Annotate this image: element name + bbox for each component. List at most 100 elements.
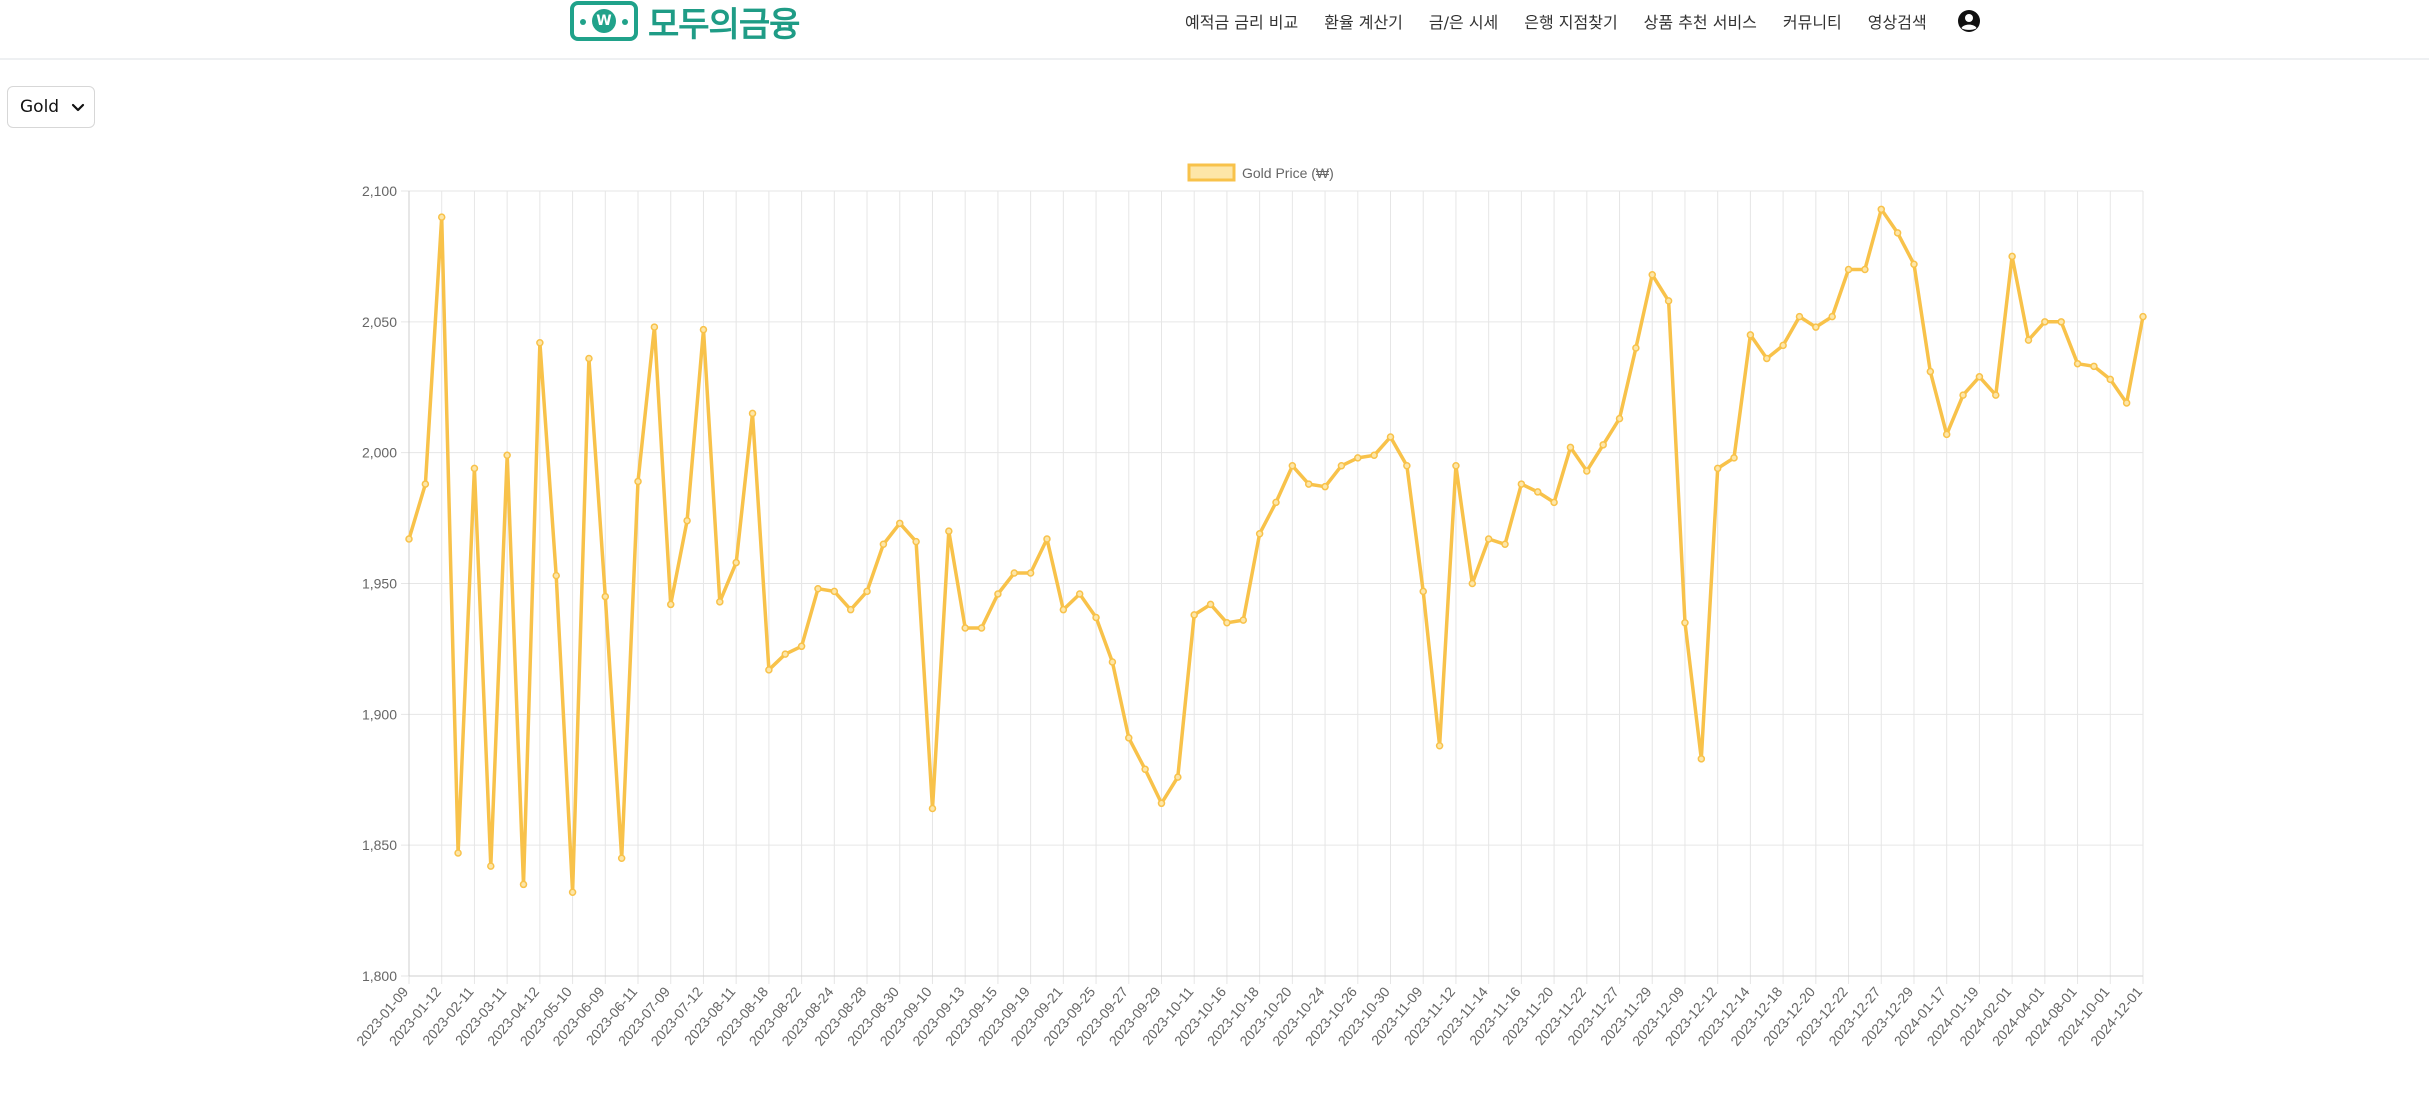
data-point bbox=[1174, 773, 1182, 781]
data-point bbox=[1517, 480, 1526, 488]
data-point bbox=[1419, 587, 1427, 596]
data-point bbox=[1713, 464, 1722, 473]
data-point bbox=[454, 849, 462, 857]
data-point bbox=[1583, 467, 1591, 475]
data-point bbox=[1959, 391, 1967, 399]
y-tick-label: 2,000 bbox=[362, 445, 397, 461]
data-point bbox=[405, 535, 413, 543]
data-point bbox=[1550, 498, 1558, 507]
nav-exchange-calculator[interactable]: 환율 계산기 bbox=[1324, 13, 1403, 32]
y-tick-label: 2,050 bbox=[362, 314, 397, 330]
data-point bbox=[536, 339, 544, 347]
data-point bbox=[1484, 535, 1493, 543]
data-point bbox=[1304, 480, 1313, 488]
metal-select-value: Gold bbox=[20, 97, 60, 117]
data-point bbox=[1844, 265, 1853, 274]
data-point bbox=[601, 592, 610, 601]
data-point bbox=[1043, 535, 1051, 543]
data-point bbox=[1288, 462, 1297, 470]
data-point bbox=[1533, 488, 1542, 496]
top-header: W 모두의금융 예적금 금리 비교 환율 계산기 금/은 시세 은행 지점찾기 … bbox=[0, 0, 2429, 60]
data-point bbox=[585, 354, 593, 363]
data-point bbox=[814, 584, 822, 593]
nav-gold-silver-prices[interactable]: 금/은 시세 bbox=[1428, 13, 1499, 32]
data-point bbox=[2057, 318, 2065, 326]
data-point bbox=[879, 540, 888, 548]
nav-deposit-rates[interactable]: 예적금 금리 비교 bbox=[1185, 13, 1299, 32]
data-point bbox=[1664, 297, 1673, 305]
data-point bbox=[716, 598, 724, 606]
data-point bbox=[1566, 443, 1575, 452]
data-point bbox=[2041, 318, 2049, 326]
data-point bbox=[1370, 451, 1378, 460]
data-point bbox=[2106, 375, 2115, 384]
data-point bbox=[1861, 265, 1869, 274]
data-point bbox=[1975, 373, 1984, 381]
data-point bbox=[487, 862, 495, 870]
nav-bank-branch-finder[interactable]: 은행 지점찾기 bbox=[1524, 13, 1618, 32]
data-point bbox=[732, 558, 740, 567]
y-tick-label: 1,850 bbox=[362, 837, 397, 853]
y-tick-label: 1,900 bbox=[362, 706, 397, 722]
data-point bbox=[1059, 605, 1068, 614]
y-tick-label: 2,100 bbox=[362, 183, 397, 199]
data-point bbox=[1010, 569, 1019, 577]
logo-badge-icon: W bbox=[570, 1, 638, 41]
logo-dot-right bbox=[622, 19, 628, 25]
data-point bbox=[1501, 540, 1509, 548]
data-point bbox=[683, 516, 691, 525]
data-point bbox=[1942, 430, 1951, 439]
metal-select[interactable]: Gold bbox=[7, 86, 95, 128]
data-point bbox=[1763, 354, 1771, 363]
data-point bbox=[1386, 433, 1395, 441]
data-point bbox=[2139, 312, 2147, 321]
data-point bbox=[912, 537, 920, 546]
data-point bbox=[421, 480, 430, 488]
data-point bbox=[1435, 741, 1444, 750]
data-point bbox=[896, 519, 904, 528]
data-point bbox=[2073, 359, 2082, 368]
data-point bbox=[1648, 270, 1656, 279]
main-nav: 예적금 금리 비교 환율 계산기 금/은 시세 은행 지점찾기 상품 추천 서비… bbox=[1185, 0, 1981, 42]
data-point bbox=[666, 600, 675, 609]
data-point bbox=[503, 451, 511, 460]
nav-product-recommendation[interactable]: 상품 추천 서비스 bbox=[1643, 13, 1757, 32]
nav-community[interactable]: 커뮤니티 bbox=[1782, 13, 1842, 32]
data-point bbox=[994, 590, 1002, 598]
data-point bbox=[1092, 613, 1100, 622]
logo-coin: W bbox=[592, 9, 616, 33]
data-point bbox=[1141, 765, 1149, 774]
data-point bbox=[1321, 482, 1329, 491]
data-point bbox=[797, 642, 806, 651]
data-point bbox=[1877, 205, 1886, 214]
data-point bbox=[781, 650, 789, 658]
legend-label: Gold Price (₩) bbox=[1242, 165, 1334, 181]
y-tick-label: 1,950 bbox=[362, 576, 397, 592]
data-point bbox=[1910, 260, 1918, 269]
data-point bbox=[1697, 755, 1706, 763]
data-point bbox=[2024, 336, 2033, 344]
data-point bbox=[765, 666, 773, 674]
data-point bbox=[1026, 569, 1035, 577]
data-point bbox=[1812, 323, 1820, 331]
data-point bbox=[2090, 362, 2098, 371]
data-point bbox=[1272, 498, 1280, 507]
logo-dot-left bbox=[580, 19, 586, 25]
nav-video-search[interactable]: 영상검색 bbox=[1867, 13, 1927, 32]
data-point bbox=[977, 624, 986, 632]
site-logo[interactable]: W 모두의금융 bbox=[570, 0, 800, 45]
data-point bbox=[1795, 312, 1804, 321]
data-point bbox=[928, 804, 937, 813]
data-point bbox=[470, 464, 479, 473]
user-circle-icon[interactable] bbox=[1957, 9, 1981, 33]
data-point bbox=[1452, 462, 1460, 470]
data-point bbox=[1190, 611, 1198, 619]
data-point bbox=[846, 605, 855, 614]
data-point bbox=[961, 624, 969, 632]
data-point bbox=[2008, 252, 2016, 261]
data-point bbox=[1893, 229, 1902, 237]
data-point bbox=[437, 213, 446, 221]
data-point bbox=[634, 477, 642, 486]
data-point bbox=[1239, 616, 1248, 624]
data-point bbox=[1468, 579, 1477, 588]
